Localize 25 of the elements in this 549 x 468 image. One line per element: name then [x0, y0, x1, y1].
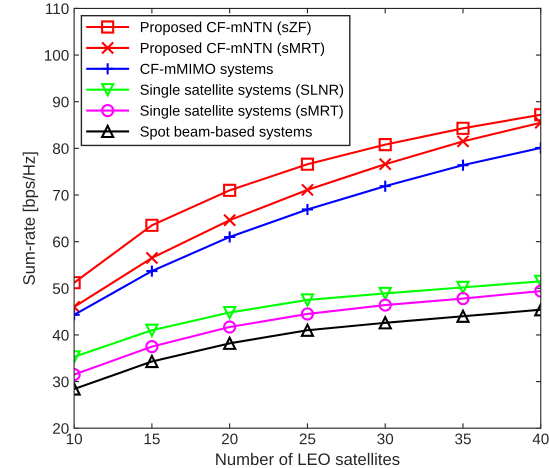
y-tick-label: 60 — [53, 236, 69, 248]
y-axis-title: Sum-rate [bps/Hz] — [22, 152, 38, 285]
legend-label: Proposed CF-mNTN (sMRT) — [140, 42, 324, 56]
x-tick-label: 35 — [455, 433, 471, 444]
y-tick-label: 50 — [52, 283, 69, 294]
y-tick-label: 40 — [52, 330, 69, 341]
x-tick-label: 30 — [377, 433, 394, 444]
x-tick-label: 40 — [532, 433, 549, 444]
y-tick-label: 30 — [52, 376, 69, 388]
legend-label: Single satellite systems (sMRT) — [140, 105, 343, 119]
y-tick-label: 110 — [46, 3, 69, 14]
legend-label: Proposed CF-mNTN (sZF) — [140, 22, 311, 36]
legend-label: Single satellite systems (SLNR) — [140, 84, 344, 98]
y-tick-label: 70 — [53, 190, 69, 201]
x-tick-label: 10 — [66, 433, 82, 444]
y-tick-label: 80 — [52, 143, 69, 154]
x-tick-label: 25 — [300, 433, 316, 444]
y-tick-label: 20 — [53, 423, 69, 434]
legend-label: Spot beam-based systems — [140, 126, 312, 140]
x-axis-title: Number of LEO satellites — [216, 452, 400, 466]
y-tick-label: 90 — [52, 96, 69, 108]
y-tick-label: 100 — [44, 50, 69, 61]
legend-label: CF-mMIMO systems — [140, 64, 273, 77]
x-tick-label: 15 — [144, 434, 160, 444]
x-tick-label: 20 — [222, 433, 238, 444]
